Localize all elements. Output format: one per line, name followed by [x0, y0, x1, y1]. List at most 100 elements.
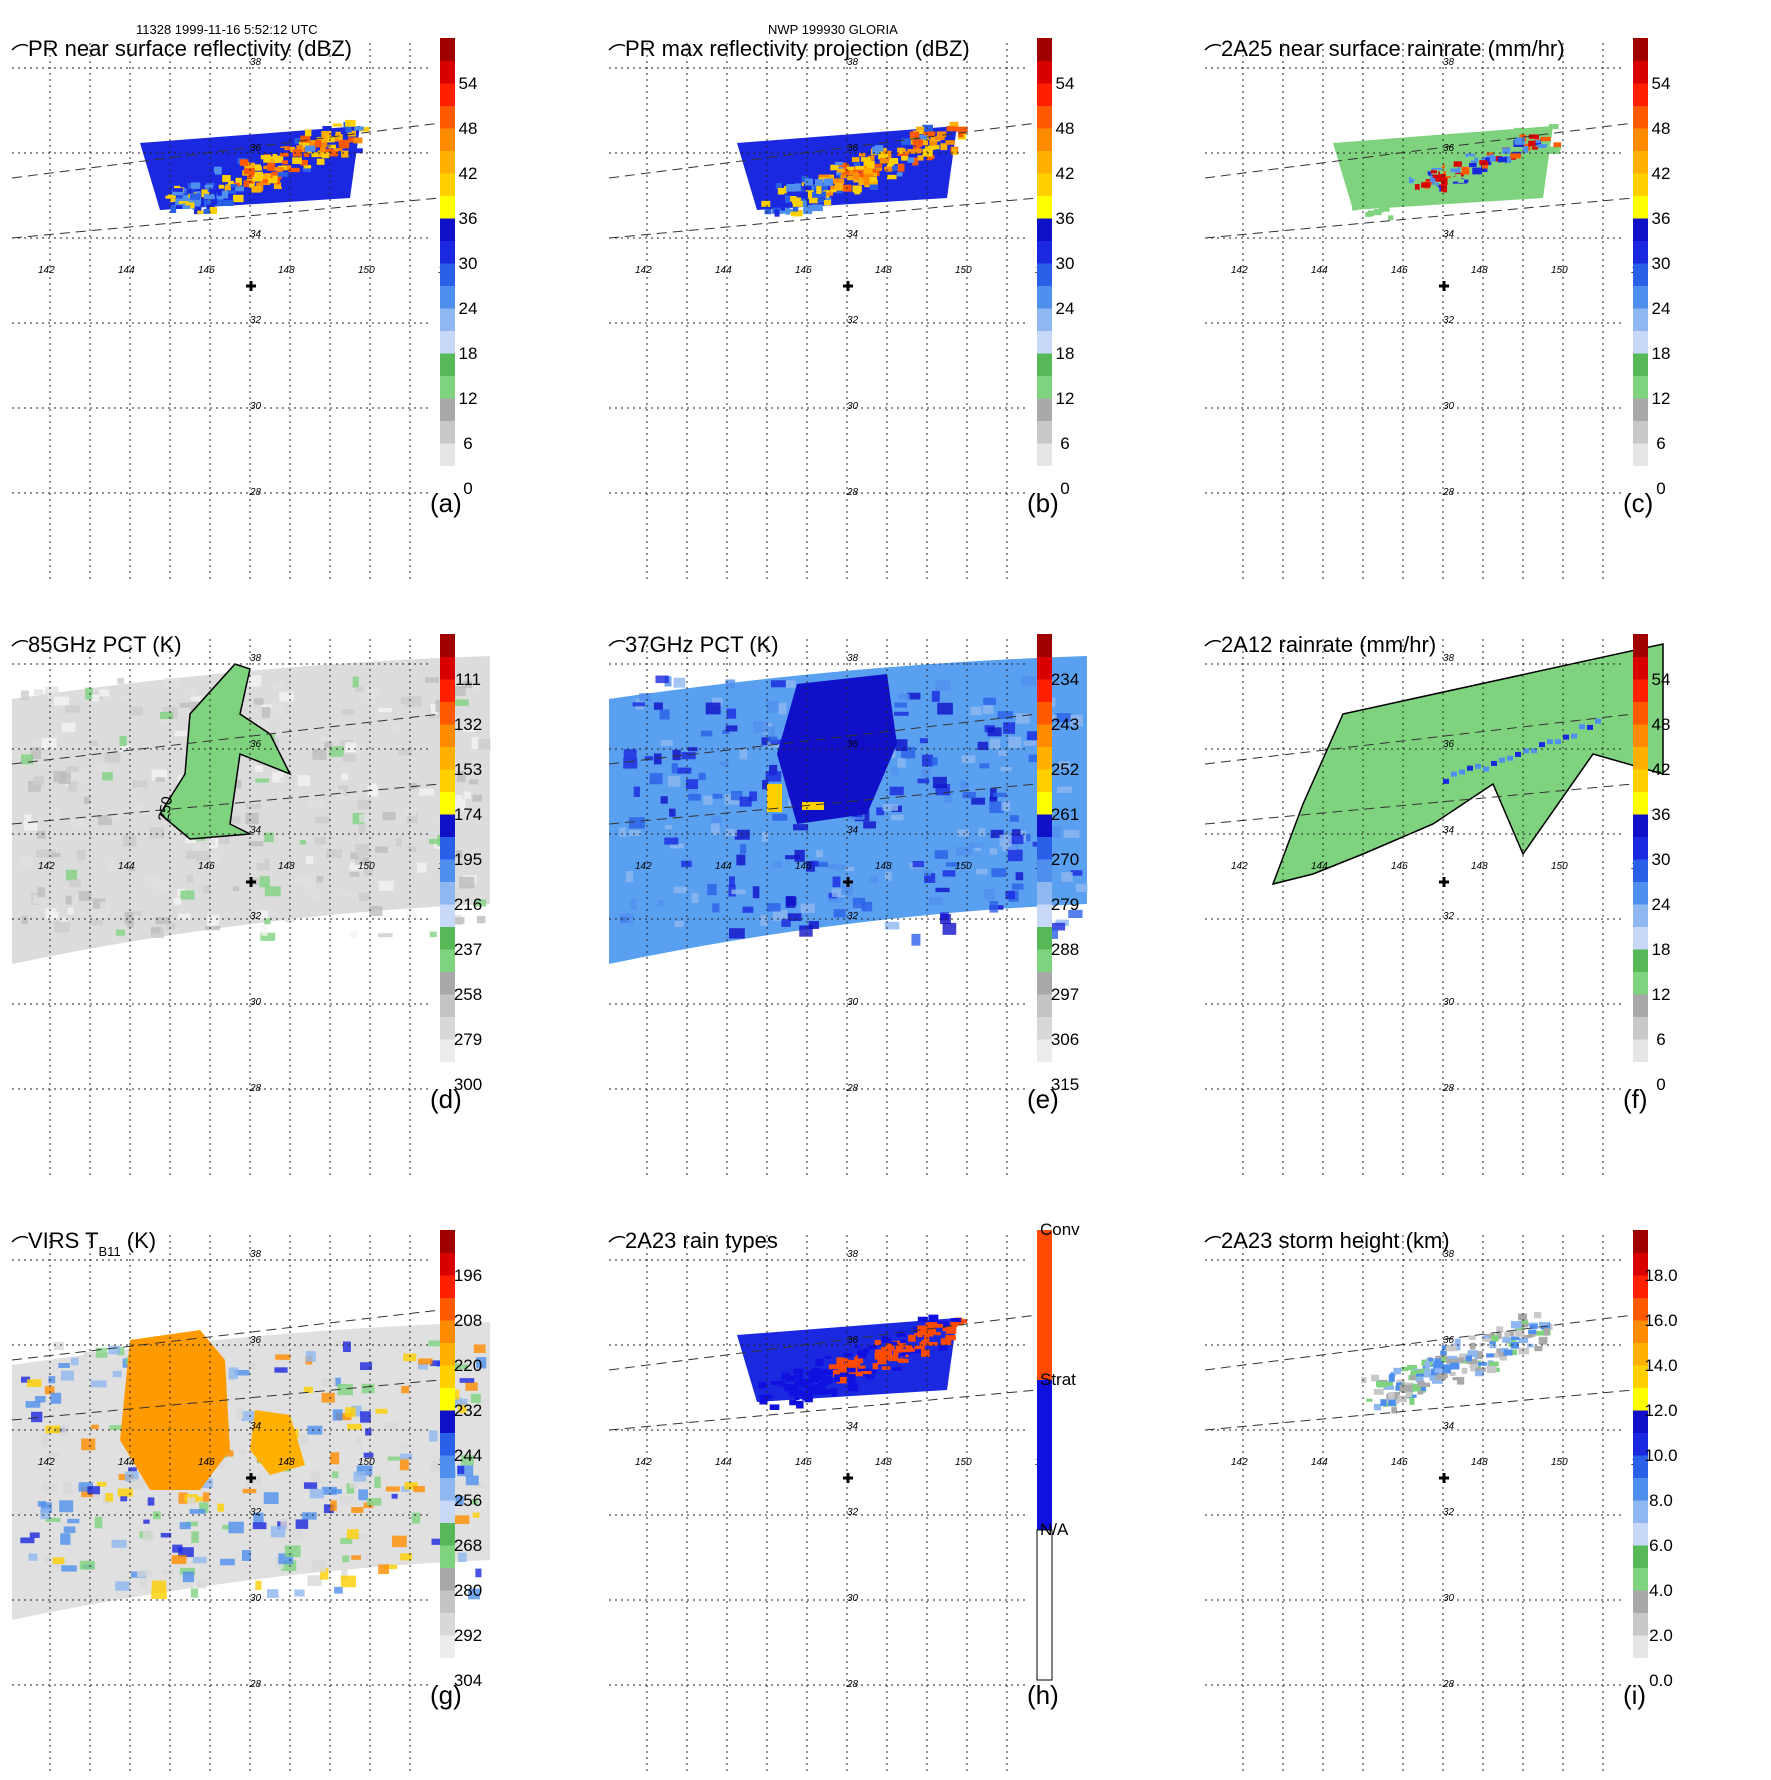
field-cell — [914, 1345, 925, 1352]
field-cell — [454, 917, 465, 924]
field-cell — [452, 686, 466, 696]
field-cell — [120, 744, 131, 753]
field-cell — [476, 1357, 487, 1369]
field-cell — [698, 772, 706, 781]
field-cell — [37, 1501, 47, 1507]
field-cell — [199, 1502, 209, 1513]
colorbar-segment — [440, 1455, 455, 1478]
field-cell — [857, 172, 866, 177]
storm-center-marker — [1439, 877, 1449, 887]
map-e: 1421441461481501523836343230283153062972… — [608, 634, 1088, 1179]
colorbar-tick-label: 48 — [459, 119, 478, 138]
field-cell — [455, 1495, 464, 1505]
colorbar-segment — [440, 240, 455, 264]
field-cell — [316, 158, 325, 165]
colorbar-segment — [1633, 701, 1648, 725]
field-cell — [120, 1496, 128, 1502]
field-cell — [934, 135, 945, 140]
swath-edge-line — [608, 197, 1038, 239]
field-cell — [1440, 1369, 1451, 1374]
field-cell — [260, 932, 276, 941]
field-cell — [1429, 176, 1436, 183]
field-cell — [45, 1517, 61, 1523]
field-cell — [320, 736, 333, 742]
field-cell — [858, 1365, 866, 1369]
field-cell — [151, 1580, 167, 1589]
field-cell — [316, 876, 324, 883]
field-cell — [296, 145, 305, 153]
field-cell — [1489, 1343, 1497, 1349]
field-cell — [160, 718, 169, 724]
field-cell — [753, 721, 769, 733]
storm-center-marker — [843, 1473, 853, 1483]
field-cell — [209, 188, 217, 196]
panel-label: (c) — [1623, 488, 1654, 518]
field-cell — [793, 1386, 799, 1391]
field-cell — [254, 166, 262, 171]
colorbar-segment — [440, 791, 455, 815]
field-cell — [833, 864, 846, 870]
field-cell — [725, 679, 736, 688]
colorbar-tick-label: 42 — [1652, 760, 1671, 779]
panel-d: 1421441461481501523836343230282503002792… — [0, 624, 590, 1184]
field-cell — [811, 1368, 821, 1376]
field-cell — [279, 777, 288, 783]
field-cell — [867, 155, 875, 161]
field-cell — [1384, 198, 1395, 203]
field-cell — [907, 692, 921, 700]
panel-title: 2A25 near surface rainrate (mm/hr) — [1221, 36, 1565, 61]
lon-label: 146 — [1391, 1457, 1408, 1468]
field-cell — [1351, 203, 1358, 211]
colorbar-segment — [1037, 375, 1052, 399]
lat-label: 38 — [847, 57, 859, 68]
field-cell — [700, 730, 713, 737]
field-cell — [1393, 1367, 1402, 1375]
field-cell — [739, 748, 748, 760]
lat-label: 34 — [250, 825, 262, 836]
field-cell — [800, 903, 815, 913]
field-cell — [833, 178, 845, 184]
field-cell — [1505, 155, 1512, 164]
field-cell — [1528, 134, 1540, 139]
lon-label: 144 — [715, 265, 732, 276]
lat-label: 36 — [847, 143, 859, 154]
field-cell — [1414, 183, 1420, 190]
field-cell — [254, 765, 263, 772]
colorbar-tick-label: 0.0 — [1649, 1671, 1673, 1690]
field-cell — [222, 1524, 230, 1530]
colorbar-tick-label: 30 — [1056, 254, 1075, 273]
field-cell — [311, 1560, 327, 1573]
field-cell — [1366, 1398, 1373, 1402]
field-cell — [261, 924, 268, 936]
field-cell — [99, 689, 110, 697]
field-cell — [310, 893, 322, 900]
field-cell — [1455, 1357, 1465, 1363]
field-cell — [990, 829, 1004, 838]
colorbar-segment — [1633, 353, 1648, 376]
storm-center-marker — [1439, 1473, 1449, 1483]
field-cell — [251, 164, 261, 169]
field-cell — [869, 184, 878, 190]
field-cell — [355, 687, 365, 692]
field-cell — [395, 838, 402, 847]
field-cell — [355, 148, 363, 154]
field-cell — [475, 1568, 482, 1578]
field-cell — [298, 141, 310, 145]
field-cell — [334, 1586, 343, 1594]
field-cell — [970, 706, 982, 716]
field-cell — [861, 1370, 872, 1375]
colorbar-segment — [1037, 308, 1052, 331]
field-cell — [950, 1320, 958, 1328]
field-cell — [312, 749, 327, 760]
field-cell — [68, 770, 83, 781]
field-cell — [1454, 156, 1462, 161]
colorbar-segment — [440, 679, 455, 702]
field-cell — [128, 866, 135, 872]
field-cell — [302, 878, 316, 890]
field-cell — [869, 876, 879, 884]
field-cell — [924, 869, 931, 876]
field-cell — [762, 831, 769, 842]
swath-edge-line — [1204, 713, 1634, 765]
colorbar-segment — [1633, 769, 1648, 792]
lon-label: 144 — [118, 861, 135, 872]
